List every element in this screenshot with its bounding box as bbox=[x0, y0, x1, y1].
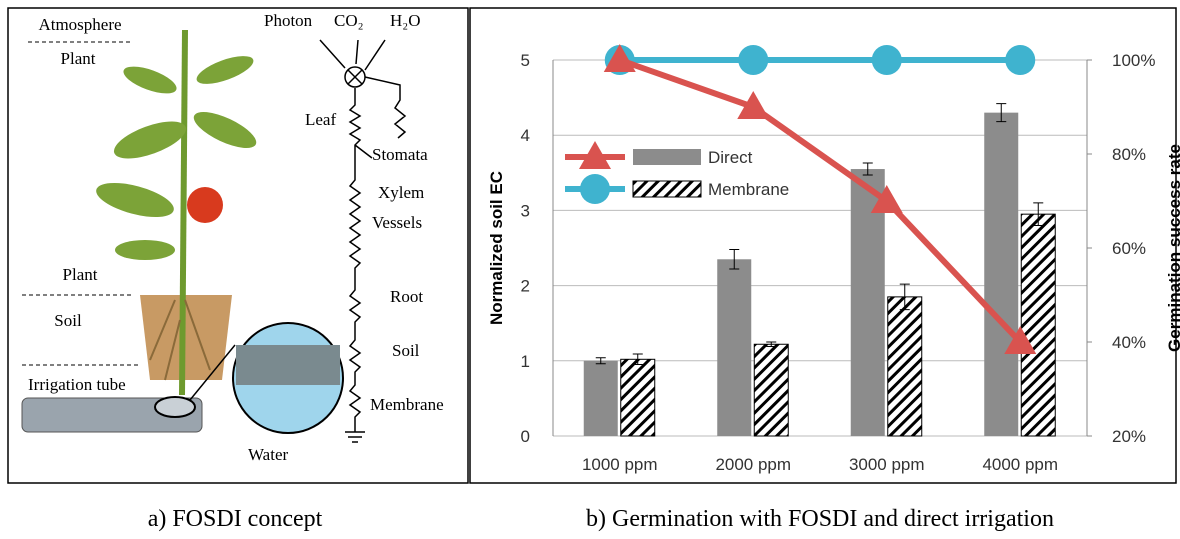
y-axis-label: Normalized soil EC bbox=[487, 171, 506, 325]
label: Water bbox=[248, 445, 288, 464]
marker bbox=[1005, 45, 1035, 75]
bar bbox=[584, 361, 618, 436]
label: Photon bbox=[264, 11, 313, 30]
bar bbox=[888, 297, 922, 436]
label: Membrane bbox=[370, 395, 444, 414]
label: Irrigation tube bbox=[28, 375, 126, 394]
y-tick-label: 0 bbox=[521, 427, 530, 446]
legend-label: Membrane bbox=[708, 180, 789, 199]
bar bbox=[717, 259, 751, 436]
label: Atmosphere bbox=[38, 15, 121, 34]
label: Leaf bbox=[305, 110, 336, 129]
label: Soil bbox=[54, 311, 82, 330]
marker bbox=[738, 45, 768, 75]
bar bbox=[754, 344, 788, 436]
bar bbox=[1021, 214, 1055, 436]
legend-label: Direct bbox=[708, 148, 753, 167]
label: H₂O bbox=[390, 11, 420, 30]
bar bbox=[984, 113, 1018, 436]
panel-b-frame bbox=[470, 8, 1176, 483]
label: Plant bbox=[61, 49, 96, 68]
x-tick-label: 1000 ppm bbox=[582, 455, 658, 474]
bar bbox=[621, 359, 655, 436]
label: CO₂ bbox=[334, 11, 364, 30]
diagram: Atmosphere Plant Plant Soil Irrigation t… bbox=[22, 11, 444, 464]
y2-tick-label: 60% bbox=[1112, 239, 1146, 258]
soil bbox=[140, 295, 232, 380]
marker bbox=[872, 45, 902, 75]
tube-zoom bbox=[155, 397, 195, 417]
line bbox=[620, 60, 1021, 342]
label: Plant bbox=[63, 265, 98, 284]
legend-marker bbox=[580, 174, 610, 204]
y-tick-label: 5 bbox=[521, 51, 530, 70]
x-tick-label: 4000 ppm bbox=[982, 455, 1058, 474]
label: Vessels bbox=[372, 213, 422, 232]
label: Soil bbox=[392, 341, 420, 360]
x-tick-label: 2000 ppm bbox=[715, 455, 791, 474]
y2-tick-label: 20% bbox=[1112, 427, 1146, 446]
legend-swatch bbox=[633, 181, 701, 197]
figure: Atmosphere Plant Plant Soil Irrigation t… bbox=[0, 0, 1180, 539]
tomato bbox=[187, 187, 223, 223]
y-tick-label: 3 bbox=[521, 201, 530, 220]
y-tick-label: 4 bbox=[521, 126, 530, 145]
label: Root bbox=[390, 287, 423, 306]
legend-swatch bbox=[633, 149, 701, 165]
y-tick-label: 2 bbox=[521, 277, 530, 296]
y-tick-label: 1 bbox=[521, 352, 530, 371]
y2-tick-label: 100% bbox=[1112, 51, 1155, 70]
zoom-soil bbox=[236, 345, 340, 385]
label: Stomata bbox=[372, 145, 428, 164]
label: Xylem bbox=[378, 183, 424, 202]
x-tick-label: 3000 ppm bbox=[849, 455, 925, 474]
circuit bbox=[345, 77, 405, 442]
leaves bbox=[93, 50, 261, 260]
y2-tick-label: 80% bbox=[1112, 145, 1146, 164]
y2-tick-label: 40% bbox=[1112, 333, 1146, 352]
caption: a) FOSDI concept bbox=[148, 506, 323, 532]
stem bbox=[182, 30, 185, 395]
y2-axis-label: Germination success rate bbox=[1165, 144, 1180, 352]
caption: b) Germination with FOSDI and direct irr… bbox=[586, 506, 1054, 532]
